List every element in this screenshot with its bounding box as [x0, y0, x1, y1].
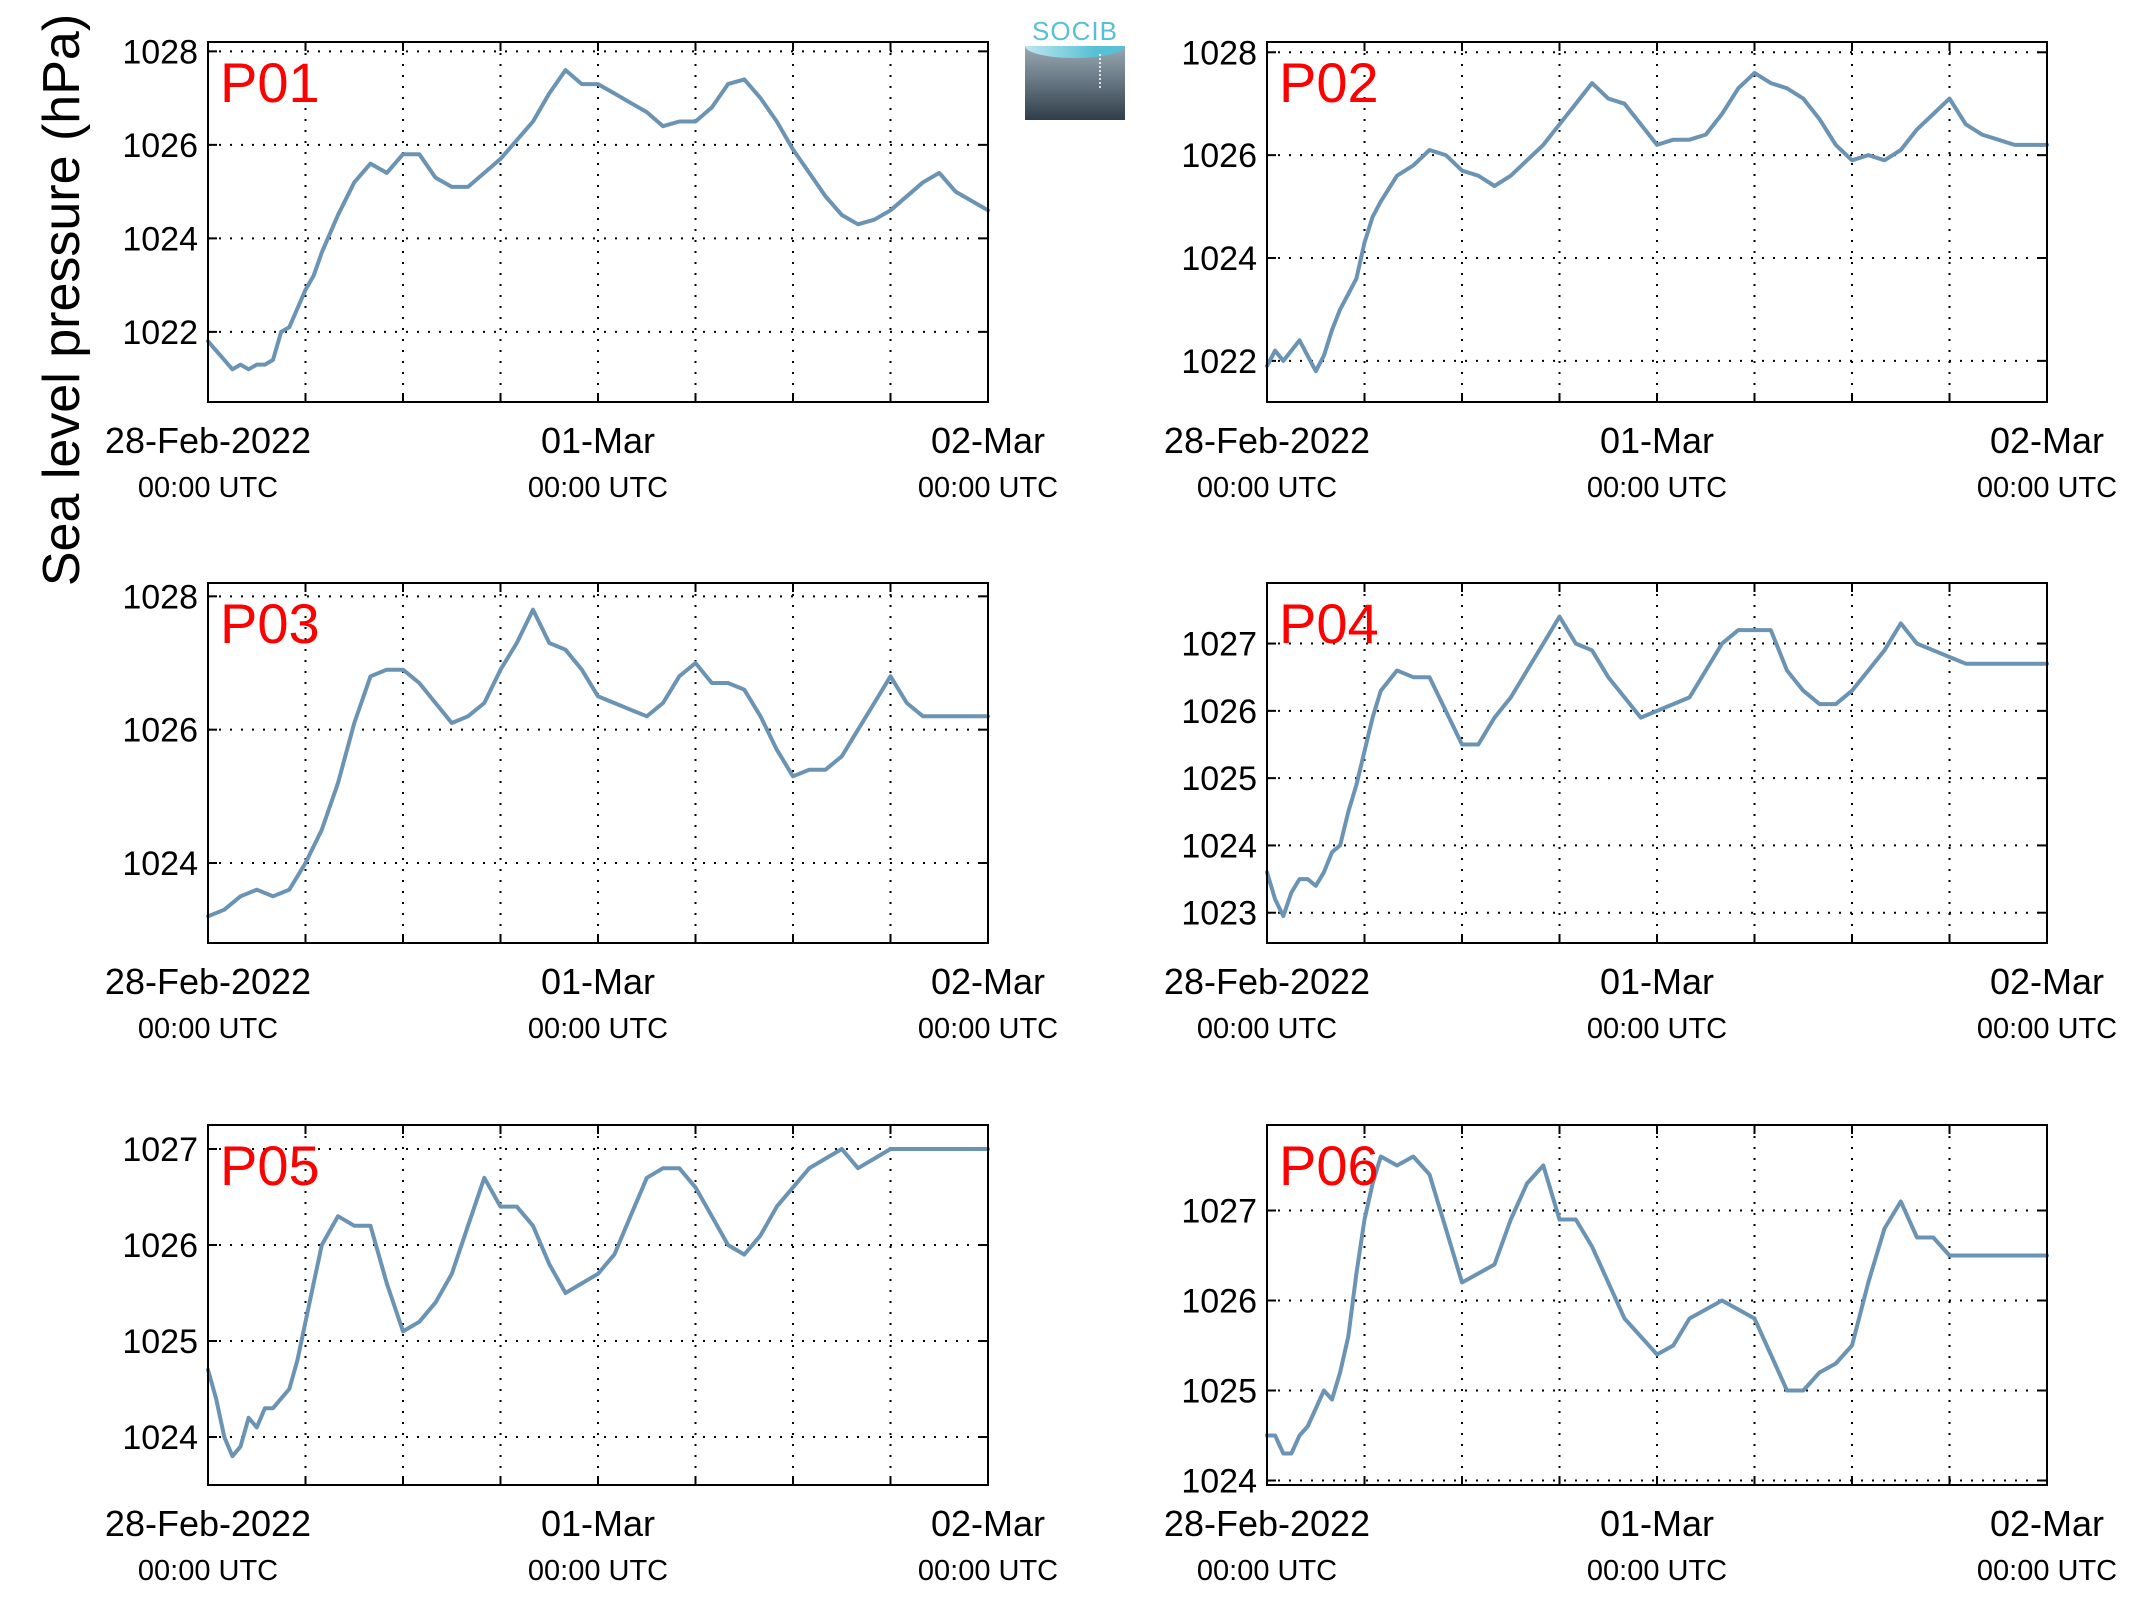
p01-ytick-label: 1024 [122, 220, 198, 258]
p06-xtick-sublabel: 00:00 UTC [1977, 1555, 2117, 1587]
p05-xtick-label: 28-Feb-2022 [105, 1503, 311, 1544]
p04-series-line [1265, 614, 2049, 919]
p03-xtick-label: 02-Mar [931, 961, 1045, 1002]
p06-xtick-label: 02-Mar [1990, 1503, 2104, 1544]
p03-xtick-sublabel: 00:00 UTC [138, 1013, 278, 1045]
p06-axes-frame [1266, 1124, 2048, 1486]
p06-ytick-label: 1025 [1181, 1373, 1257, 1411]
p01-xtick-label: 28-Feb-2022 [105, 420, 311, 461]
p02-xtick-label: 28-Feb-2022 [1164, 420, 1370, 461]
p03-xtick-label: 28-Feb-2022 [105, 961, 311, 1002]
p01-series-line [206, 68, 990, 372]
p05-xtick-sublabel: 00:00 UTC [138, 1555, 278, 1587]
p02-xtick-label: 02-Mar [1990, 420, 2104, 461]
p01-ytick-label: 1022 [122, 314, 198, 352]
p03-ytick-label: 1024 [122, 845, 198, 883]
p02-ytick-label: 1026 [1181, 137, 1257, 175]
p05-series-line [206, 1147, 990, 1459]
p05-ytick-label: 1027 [122, 1131, 198, 1169]
p02-axes-frame [1266, 41, 2048, 403]
p04-ytick-label: 1023 [1181, 895, 1257, 933]
p04-axes-frame [1266, 582, 2048, 944]
p02-ytick-label: 1028 [1181, 34, 1257, 72]
p04-panel-title: P04 [1279, 592, 1379, 655]
logo-text: SOCIB [1032, 16, 1118, 46]
p04-xtick-sublabel: 00:00 UTC [1197, 1013, 1337, 1045]
p04-xtick-label: 28-Feb-2022 [1164, 961, 1370, 1002]
p03-axes-frame [207, 582, 989, 944]
p04-plot-area [1267, 583, 2047, 943]
p02-panel-title: P02 [1279, 51, 1379, 114]
p05-xtick-label: 02-Mar [931, 1503, 1045, 1544]
p01-ytick-label: 1028 [122, 33, 198, 71]
p05-ytick-label: 1025 [122, 1323, 198, 1361]
p05-xtick-label: 01-Mar [541, 1503, 655, 1544]
p03-ytick-label: 1026 [122, 712, 198, 750]
p04-xtick-sublabel: 00:00 UTC [1587, 1013, 1727, 1045]
p04-ytick-label: 1027 [1181, 626, 1257, 664]
p01-xtick-label: 02-Mar [931, 420, 1045, 461]
p05-ytick-label: 1026 [122, 1227, 198, 1265]
p06-ytick-label: 1027 [1181, 1193, 1257, 1231]
p02-series-line [1265, 70, 2049, 374]
p03-xtick-sublabel: 00:00 UTC [918, 1013, 1058, 1045]
p01-xtick-sublabel: 00:00 UTC [918, 472, 1058, 504]
p01-xtick-sublabel: 00:00 UTC [138, 472, 278, 504]
p06-xtick-label: 28-Feb-2022 [1164, 1503, 1370, 1544]
p03-series-line [206, 607, 990, 919]
p02-ytick-label: 1022 [1181, 343, 1257, 381]
p03-ytick-label: 1028 [122, 578, 198, 616]
p03-xtick-sublabel: 00:00 UTC [528, 1013, 668, 1045]
p05-panel-title: P05 [220, 1134, 320, 1197]
p06-panel-title: P06 [1279, 1134, 1379, 1197]
p03-panel-title: P03 [220, 592, 320, 655]
p06-xtick-sublabel: 00:00 UTC [1587, 1555, 1727, 1587]
p04-xtick-label: 02-Mar [1990, 961, 2104, 1002]
p03-plot-area [208, 583, 988, 943]
p06-ytick-label: 1026 [1181, 1283, 1257, 1321]
p02-ytick-label: 1024 [1181, 240, 1257, 278]
p01-panel-title: P01 [220, 51, 320, 114]
p01-ytick-label: 1026 [122, 127, 198, 165]
p06-ytick-label: 1024 [1181, 1463, 1257, 1501]
p04-ytick-label: 1025 [1181, 760, 1257, 798]
p02-plot-area [1267, 42, 2047, 402]
p01-axes-frame [207, 41, 989, 403]
logo-graphic [1025, 46, 1125, 120]
p05-xtick-sublabel: 00:00 UTC [528, 1555, 668, 1587]
p05-ytick-label: 1024 [122, 1419, 198, 1457]
p02-xtick-sublabel: 00:00 UTC [1197, 472, 1337, 504]
p04-xtick-label: 01-Mar [1600, 961, 1714, 1002]
p01-xtick-label: 01-Mar [541, 420, 655, 461]
p02-xtick-sublabel: 00:00 UTC [1587, 472, 1727, 504]
p01-xtick-sublabel: 00:00 UTC [528, 472, 668, 504]
p05-plot-area [208, 1125, 988, 1485]
p02-xtick-sublabel: 00:00 UTC [1977, 472, 2117, 504]
p06-plot-area [1267, 1125, 2047, 1485]
p05-xtick-sublabel: 00:00 UTC [918, 1555, 1058, 1587]
p02-xtick-label: 01-Mar [1600, 420, 1714, 461]
p06-series-line [1265, 1154, 2049, 1456]
p03-xtick-label: 01-Mar [541, 961, 655, 1002]
p04-ytick-label: 1026 [1181, 693, 1257, 731]
p06-xtick-label: 01-Mar [1600, 1503, 1714, 1544]
y-axis-label: Sea level pressure (hPa) [33, 13, 91, 587]
p06-xtick-sublabel: 00:00 UTC [1197, 1555, 1337, 1587]
socib-logo: SOCIB [1025, 16, 1125, 120]
p04-xtick-sublabel: 00:00 UTC [1977, 1013, 2117, 1045]
p05-axes-frame [207, 1124, 989, 1486]
p04-ytick-label: 1024 [1181, 827, 1257, 865]
